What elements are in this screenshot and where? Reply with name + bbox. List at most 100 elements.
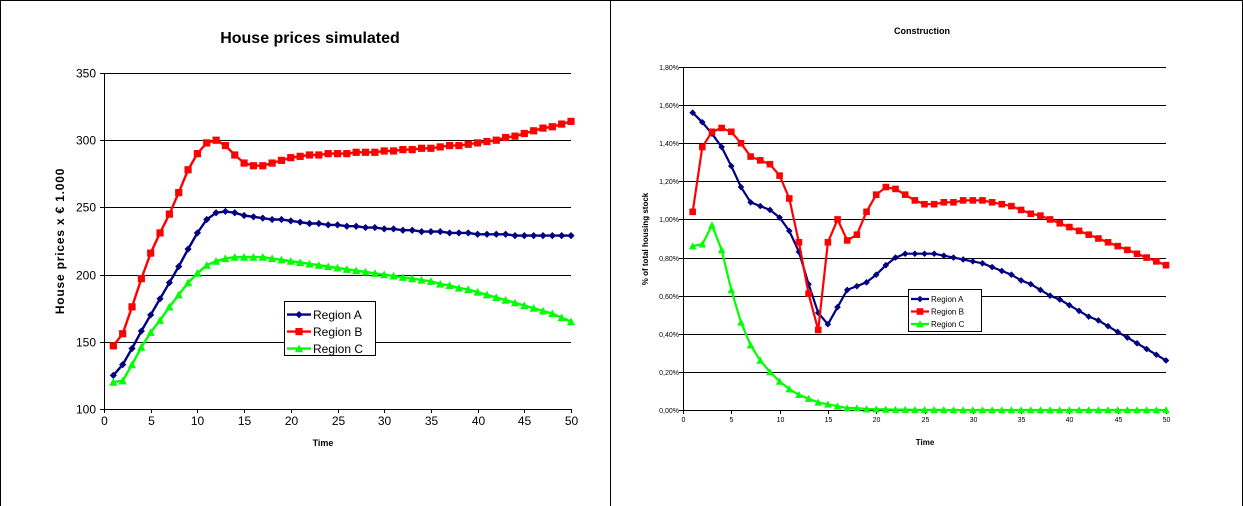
chart2-data-point-region-c xyxy=(920,406,929,414)
chart2-data-point-region-a xyxy=(863,279,870,286)
chart1-data-point-region-a xyxy=(548,232,556,240)
chart2-data-point-region-c xyxy=(862,405,871,413)
chart2-data-point-region-c xyxy=(1017,406,1025,414)
chart1-data-point-region-a xyxy=(203,215,211,224)
chart2-data-point-region-a xyxy=(1037,286,1044,294)
chart1-data-point-region-b xyxy=(240,159,248,167)
chart2-data-point-region-c xyxy=(833,402,842,410)
chart1-y-tick-label: 200 xyxy=(76,269,96,283)
chart1-data-point-region-c xyxy=(286,257,295,265)
chart2-data-point-region-a xyxy=(950,254,957,261)
chart1-data-point-region-c xyxy=(380,270,389,279)
chart1-x-tick-label: 15 xyxy=(238,414,252,428)
chart2-data-point-region-b xyxy=(959,197,967,204)
chart1-data-point-region-c xyxy=(202,261,211,269)
chart2-data-point-region-b xyxy=(795,239,803,246)
chart2-data-point-region-c xyxy=(688,242,697,250)
chart2-data-point-region-b xyxy=(1104,239,1112,246)
chart1-data-point-region-c xyxy=(305,259,314,268)
chart1-data-point-region-c xyxy=(417,275,426,284)
chart2-data-point-region-a xyxy=(1143,345,1150,353)
chart2-data-point-region-a xyxy=(1095,317,1102,324)
chart2-data-point-region-b xyxy=(1027,210,1035,218)
chart2-data-point-region-b xyxy=(1085,231,1093,238)
chart1-plot-area: 100 150 200 250 300 350 0 5 10 15 20 25 30 35 40 45 50 Re… xyxy=(76,67,579,428)
chart1-data-point-region-b xyxy=(119,330,127,338)
chart1-data-point-region-c xyxy=(520,301,529,310)
chart1-data-point-region-a xyxy=(371,223,379,232)
chart1-data-point-region-c xyxy=(165,302,174,311)
chart2-data-point-region-a xyxy=(911,250,919,258)
chart2-data-point-region-b xyxy=(853,231,861,238)
chart1-data-point-region-c xyxy=(482,290,492,299)
chart2-data-point-region-a xyxy=(785,227,793,235)
chart1-data-point-region-b xyxy=(268,159,276,167)
chart2-data-point-region-a xyxy=(882,261,890,269)
chart2-data-point-region-b xyxy=(1046,216,1054,223)
chart1-data-point-region-a xyxy=(483,230,491,238)
chart1-data-point-region-a xyxy=(249,213,258,221)
chart2-data-point-region-c xyxy=(1036,406,1045,414)
chart1-y-tick-label: 300 xyxy=(76,134,96,148)
chart2-data-point-region-b xyxy=(1133,250,1141,258)
chart2-data-point-region-a xyxy=(921,250,928,258)
chart2-data-point-region-b xyxy=(824,239,832,246)
chart2-x-tick-label: 40 xyxy=(1066,417,1074,424)
chart1-data-point-region-b xyxy=(212,136,220,144)
chart1-data-point-region-c xyxy=(510,298,520,307)
chart1-data-point-region-b xyxy=(305,151,314,159)
chart1-data-point-region-b xyxy=(417,144,426,152)
chart2-data-point-region-b xyxy=(1008,202,1015,210)
chart1-data-point-region-b xyxy=(324,150,332,158)
chart2-data-point-region-b xyxy=(998,200,1006,208)
chart2-data-point-region-b xyxy=(1153,258,1160,265)
chart2-data-point-region-c xyxy=(997,406,1006,414)
chart2-x-tick-label: 0 xyxy=(682,417,686,424)
chart1-data-point-region-a xyxy=(305,219,314,228)
chart1-data-point-region-c xyxy=(146,328,155,336)
chart1-y-axis-label: House prices x € 1.000 xyxy=(53,168,67,314)
chart2-legend-label-region-c: Region C xyxy=(931,320,965,329)
chart2-data-point-region-b xyxy=(805,290,812,298)
chart1-data-point-region-c xyxy=(155,316,165,324)
chart1-y-tick-label: 150 xyxy=(76,336,96,350)
chart2-data-point-region-c xyxy=(988,406,996,414)
chart1-data-point-region-a xyxy=(399,226,407,234)
chart2-data-point-region-b xyxy=(776,172,783,179)
chart1-data-point-region-b xyxy=(156,229,164,237)
chart1-data-point-region-b xyxy=(455,141,463,150)
chart1-data-point-region-c xyxy=(342,265,351,273)
chart2-data-point-region-b xyxy=(699,143,706,151)
chart2-y-tick-label: 1,20% xyxy=(659,179,679,186)
chart1-data-point-region-c xyxy=(445,281,454,289)
chart2-data-point-region-c xyxy=(698,240,707,248)
chart2-data-point-region-a xyxy=(930,250,938,258)
chart2-x-tick-label: 20 xyxy=(873,417,881,424)
chart1-data-point-region-c xyxy=(464,285,473,293)
chart2-data-point-region-c xyxy=(1046,406,1054,414)
chart2-data-point-region-c xyxy=(1123,406,1132,414)
chart1-y-tick-label: 250 xyxy=(76,201,96,215)
chart1-data-point-region-a xyxy=(268,215,276,224)
chart2-data-point-region-a xyxy=(979,259,986,267)
chart1-data-point-region-a xyxy=(352,222,360,230)
chart1-data-point-region-b xyxy=(567,117,575,125)
chart2-data-point-region-c xyxy=(901,405,909,413)
chart1-data-point-region-c xyxy=(230,253,239,261)
chart2-data-point-region-a xyxy=(1046,292,1054,299)
chart1-data-point-region-c xyxy=(426,277,435,285)
chart1-x-axis-label: Time xyxy=(313,438,334,448)
chart2-data-point-region-c xyxy=(1075,406,1083,414)
chart2-data-point-region-b xyxy=(1017,206,1025,214)
chart1-data-point-region-a xyxy=(119,361,127,369)
chart1-data-point-region-b xyxy=(315,151,323,159)
chart2-data-point-region-b xyxy=(872,191,880,198)
chart2-data-point-region-b xyxy=(689,208,696,216)
chart2-data-point-region-a xyxy=(1075,307,1083,315)
chart1-legend-marker-region-c xyxy=(294,344,304,353)
chart2-data-point-region-a xyxy=(1153,351,1160,359)
chart1-data-point-region-a xyxy=(361,223,370,232)
chart2-data-point-region-b xyxy=(1162,261,1170,269)
chart1-data-point-region-a xyxy=(193,229,201,237)
